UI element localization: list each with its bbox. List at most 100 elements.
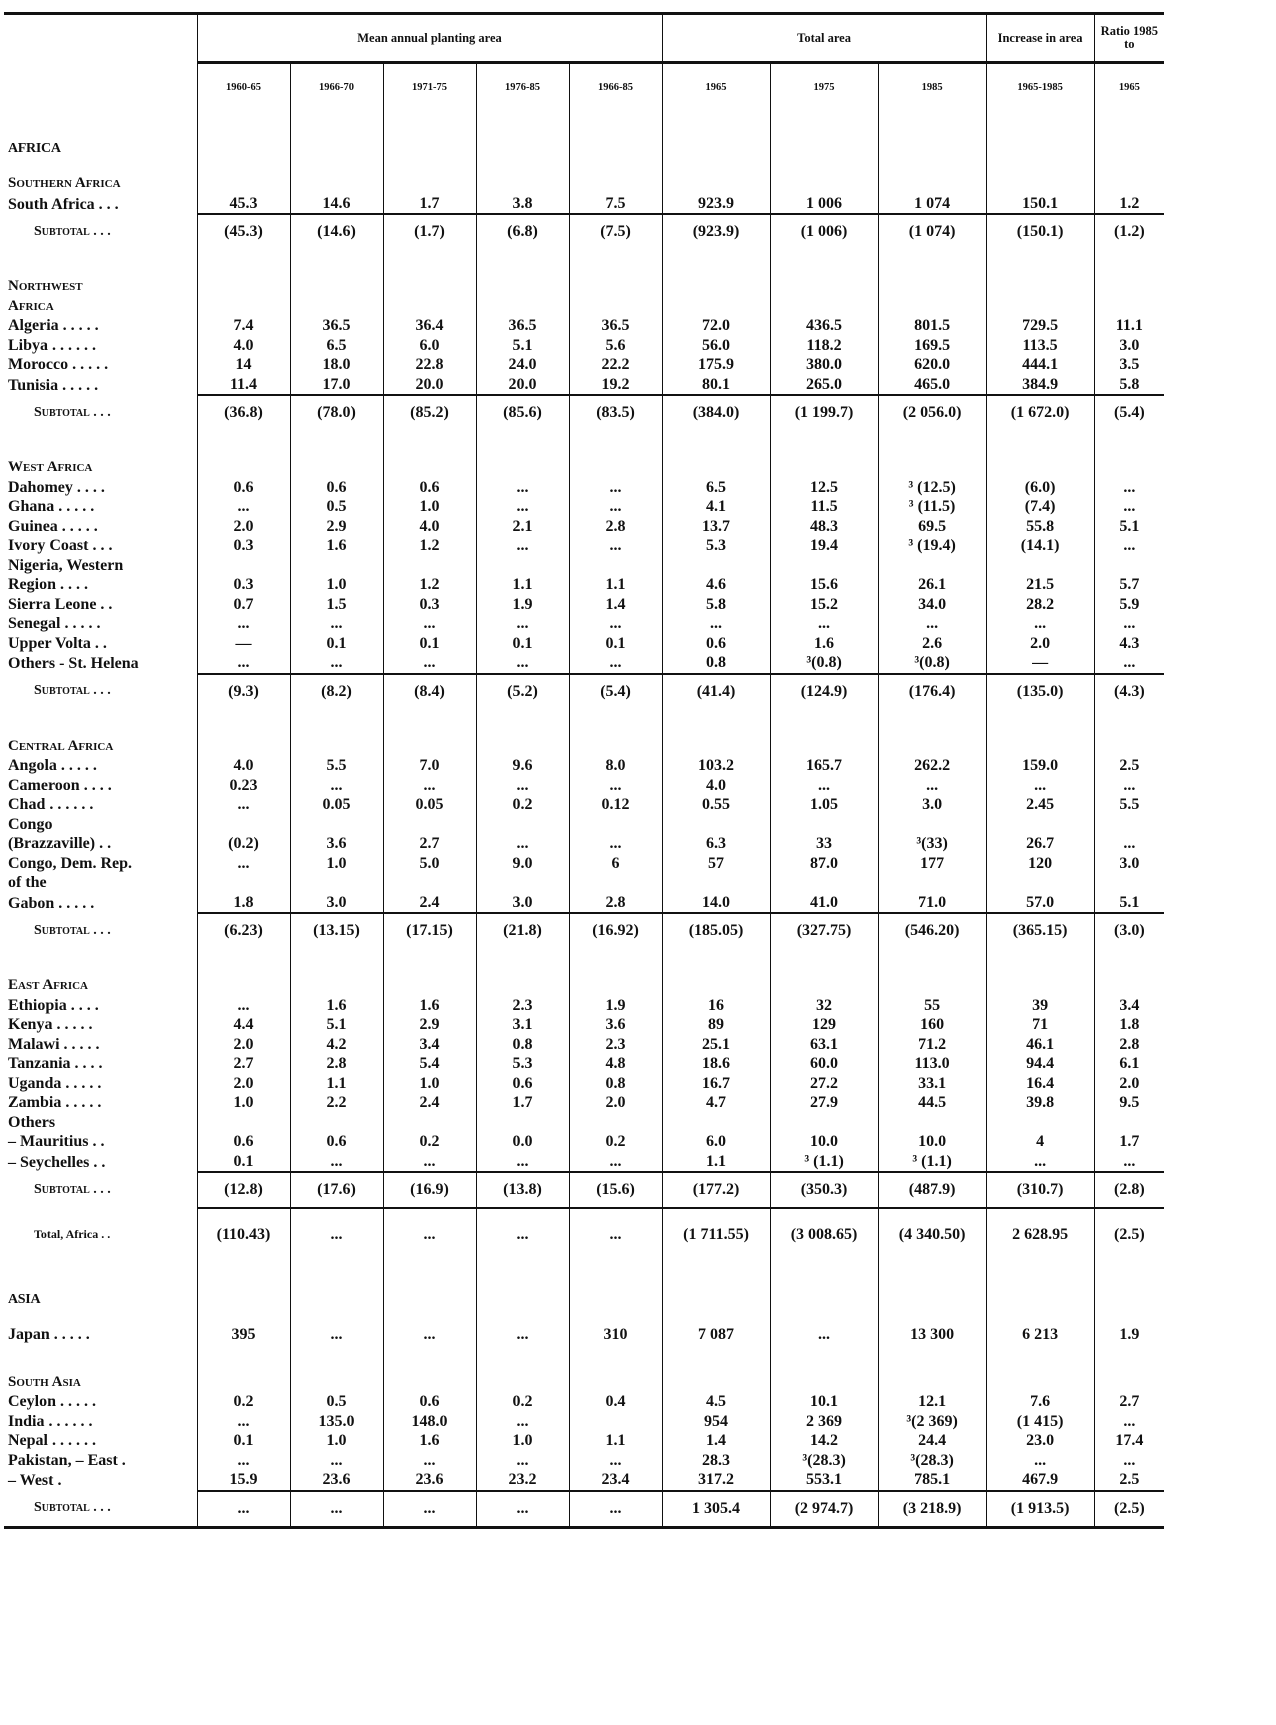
table-cell: ... [769,775,879,795]
table-cell: ³ (1.1) [769,1151,879,1172]
table-cell: (16.9) [382,1171,476,1208]
table-cell: ... [382,653,476,674]
table-cell: 5.1 [1093,516,1165,536]
table-cell: 4.5 [661,1392,771,1412]
table-cell: ... [475,1489,569,1527]
table-cell: 5.5 [289,756,383,776]
table-cell: — [196,633,290,653]
table-cell: ... [475,1450,569,1470]
group-header-row: Mean annual planting area Total area Inc… [4,13,1165,64]
table-cell: (3 218.9) [877,1489,987,1527]
table-cell: 120 [985,853,1095,893]
table-cell: ... [769,1311,879,1345]
table-cell: ³ (12.5) [877,477,987,497]
table-cell: 113.0 [877,1054,987,1074]
table-cell: 71 [985,1015,1095,1035]
table-cell [568,430,663,478]
table-cell: 33.1 [877,1073,987,1093]
table-cell: 13 300 [877,1311,987,1345]
table-cell [769,430,879,478]
table-cell: 0.05 [382,795,476,815]
table-cell: ... [769,614,879,634]
row-label: Sierra Leone . . [8,595,113,613]
table-cell: ... [196,795,290,815]
table-row: Guinea . . . . . 2.0 2.9 4.0 2.1 2.8 13.7 48.3 6… [4,516,1165,536]
table-cell: ... [382,775,476,795]
table-row: Algeria . . . . . 7.4 36.5 36.4 36.5 36.5 72.0… [4,316,1165,336]
table-cell: (923.9) [661,213,771,249]
table-cell: 4.0 [382,516,476,536]
table-cell: 5.8 [1093,374,1165,395]
table-cell [661,430,771,478]
table-cell: 10.0 [769,1132,879,1152]
table-cell: ... [568,536,663,556]
table-cell: ... [568,1489,663,1527]
table-cell [877,708,987,756]
table-cell: 9.0 [475,853,569,893]
table-cell [769,249,879,316]
table-cell: 148.0 [382,1411,476,1431]
table-cell [568,1261,663,1311]
table-cell: (135.0) [985,672,1095,709]
table-row: Gabon . . . . . 1.8 3.0 2.4 3.0 2.8 14.0 41.0 71… [4,892,1165,913]
table-cell: 32 [769,995,879,1015]
table-cell: 0.3 [196,536,290,556]
table-cell: (15.6) [568,1171,663,1208]
table-cell: 2.5 [1093,1470,1165,1491]
table-cell: 0.8 [661,653,771,674]
table-cell: 55 [877,995,987,1015]
table-cell: (384.0) [661,394,771,430]
table-cell: (5.2) [475,672,569,709]
table-cell [877,1261,987,1311]
table-cell: 3.6 [289,814,383,854]
table-cell: 265.0 [769,374,879,395]
table-cell: 113.5 [985,335,1095,355]
table-cell: 14.2 [769,1431,879,1451]
table-cell [196,430,290,478]
table-cell: ³(28.3) [769,1450,879,1470]
table-cell: (6.8) [475,213,569,249]
table-cell: 0.6 [289,1132,383,1152]
table-cell: 18.0 [289,355,383,375]
row-label: – Mauritius . . [8,1133,105,1150]
row-label: East Africa [8,977,88,993]
table-cell: — [985,653,1095,674]
table-cell: ... [475,614,569,634]
table-cell: ³(0.8) [769,653,879,674]
table-cell: (176.4) [877,672,987,709]
table-cell: 729.5 [985,316,1095,336]
row-label: Ethiopia . . . . [8,996,99,1014]
table-cell: 1.6 [289,536,383,556]
table-cell: 923.9 [661,193,771,214]
header-ratio: Ratio 1985 to [1093,13,1165,64]
table-cell: 1.0 [289,1431,383,1451]
table-cell [985,1261,1095,1311]
table-cell: 0.05 [289,795,383,815]
table-cell: 1.05 [769,795,879,815]
table-cell: 444.1 [985,355,1095,375]
table-cell: 5.5 [1093,795,1165,815]
table-cell: 0.1 [382,633,476,653]
row-label: Chad . . . . . . [8,796,94,813]
table-cell [769,160,879,194]
table-cell: ... [196,853,290,893]
table-cell: (0.2) [196,814,290,854]
table-cell: (2.5) [1093,1207,1165,1261]
table-cell [985,430,1095,478]
table-cell: (85.2) [382,394,476,430]
table-cell: 10.0 [877,1132,987,1152]
table-cell [1093,1344,1165,1392]
table-cell: 2.0 [1093,1073,1165,1093]
table-cell: (14.6) [289,213,383,249]
table-cell: 6 [568,853,663,893]
table-cell [661,249,771,316]
subtotal-row: Subtotal . . ................ 1 305.4 (2 9… [4,1489,1165,1527]
table-cell: ... [568,775,663,795]
table-cell: 1.7 [475,1093,569,1113]
table-cell: 5.1 [289,1015,383,1035]
table-cell [289,160,383,194]
table-cell: 87.0 [769,853,879,893]
table-cell: 0.2 [196,1392,290,1412]
table-cell: 5.1 [1093,892,1165,913]
table-cell: ... [382,1489,476,1527]
